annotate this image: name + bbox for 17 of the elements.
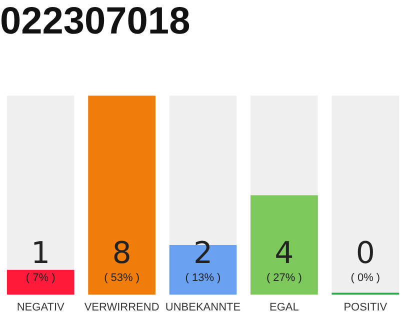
annotation: ( 53% ) (104, 272, 140, 284)
data-label: 8 (112, 236, 132, 271)
data-label: 2 (193, 236, 213, 271)
bar (6, 270, 74, 295)
x-tick-label: NEGATIV (16, 301, 65, 314)
data-label: 1 (31, 236, 50, 271)
x-tick-label: POSITIV (344, 301, 388, 314)
annotation: ( 27% ) (266, 272, 302, 284)
chart-title: 022307018 (0, 0, 190, 42)
data-label: 4 (274, 236, 294, 271)
annotation: ( 7% ) (26, 272, 56, 284)
x-tick-label: EGAL (270, 301, 299, 314)
annotation: ( 0% ) (350, 272, 380, 284)
annotation: ( 13% ) (185, 272, 221, 284)
x-tick-label: UNBEKANNTE (165, 301, 241, 314)
x-tick-label: VERWIRREND (84, 301, 160, 314)
data-label: 0 (356, 236, 375, 271)
